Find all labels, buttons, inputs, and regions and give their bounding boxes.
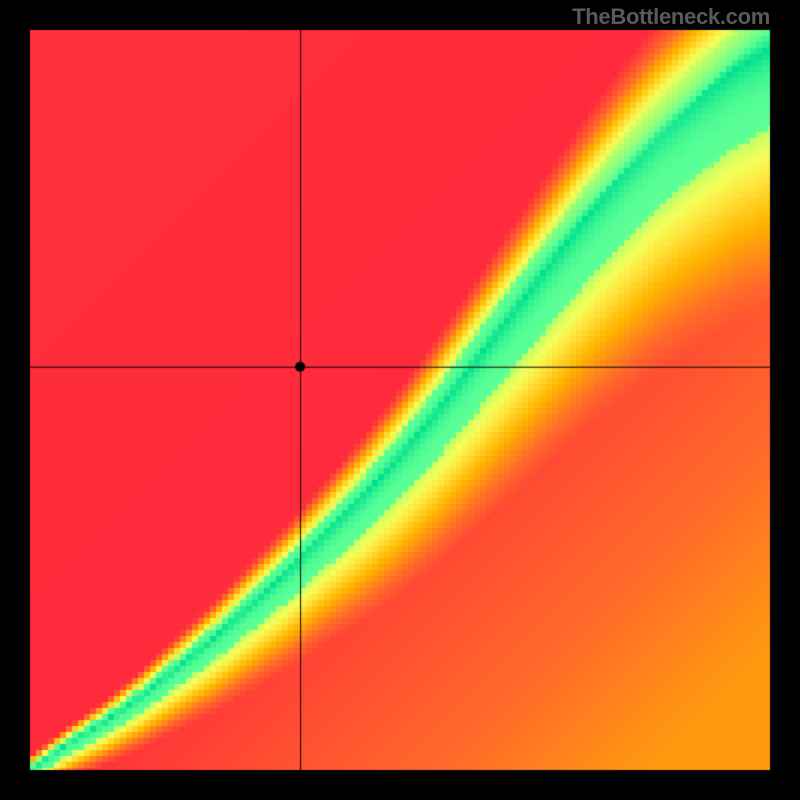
bottleneck-heatmap — [0, 0, 800, 800]
watermark-text: TheBottleneck.com — [572, 4, 770, 30]
